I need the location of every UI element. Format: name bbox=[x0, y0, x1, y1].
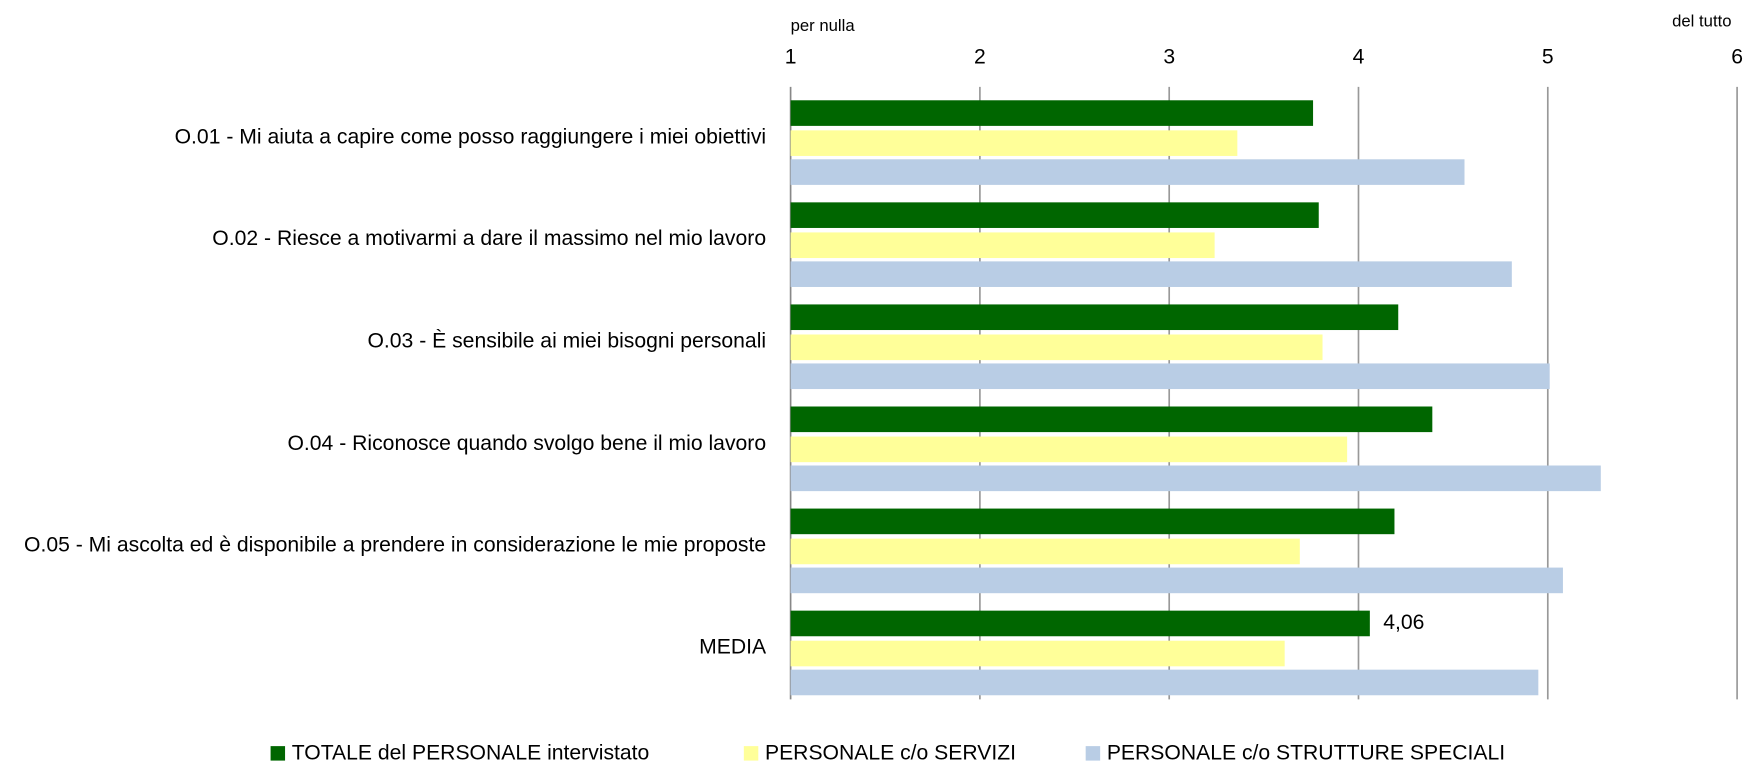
y-tick-label: O.05 - Mi ascolta ed è disponibile a pre… bbox=[23, 533, 767, 557]
bar bbox=[790, 304, 1399, 331]
bar bbox=[790, 465, 1601, 492]
y-tick-label: O.01 - Mi aiuta a capire come posso ragg… bbox=[174, 125, 767, 149]
x-tick-label: 6 bbox=[1731, 46, 1743, 69]
bar bbox=[790, 436, 1348, 463]
x-tick-label: 5 bbox=[1542, 46, 1554, 69]
legend-swatch bbox=[1085, 746, 1101, 761]
legend-label: PERSONALE c/o SERVIZI bbox=[765, 742, 1016, 764]
category-label-box: O.01 - Mi aiuta a capire come posso ragg… bbox=[9, 87, 767, 188]
bar bbox=[790, 610, 1370, 637]
legend-swatch bbox=[743, 746, 759, 761]
category-label-box: O.04 - Riconosce quando svolgo bene il m… bbox=[9, 393, 766, 494]
category-label-box: O.05 - Mi ascolta ed è disponibile a pre… bbox=[9, 495, 766, 596]
x-tick-label: 4 bbox=[1353, 46, 1365, 69]
bar bbox=[790, 202, 1319, 228]
bar bbox=[790, 567, 1563, 594]
category-label: MEDIA bbox=[9, 597, 766, 698]
bar bbox=[790, 159, 1465, 185]
bar bbox=[790, 538, 1300, 565]
bar bbox=[790, 334, 1323, 361]
bar bbox=[790, 100, 1314, 126]
category-label: O.03 - È sensibile ai miei bisogni perso… bbox=[9, 291, 766, 392]
category-label: O.05 - Mi ascolta ed è disponibile a pre… bbox=[9, 495, 766, 596]
y-tick-label: O.02 - Riesce a motivarmi a dare il mass… bbox=[212, 227, 767, 251]
bar bbox=[790, 130, 1238, 156]
category-label: O.01 - Mi aiuta a capire come posso ragg… bbox=[9, 87, 767, 188]
category-label: O.02 - Riesce a motivarmi a dare il mass… bbox=[9, 189, 766, 290]
y-tick-label: O.04 - Riconosce quando svolgo bene il m… bbox=[287, 431, 767, 455]
y-tick-label: MEDIA bbox=[699, 635, 767, 660]
legend-label: PERSONALE c/o STRUTTURE SPECIALI bbox=[1107, 742, 1505, 764]
bar bbox=[790, 508, 1395, 535]
bar bbox=[790, 669, 1539, 696]
x-tick-label: 2 bbox=[974, 46, 986, 69]
legend-swatch bbox=[270, 746, 286, 761]
bar bbox=[790, 406, 1433, 433]
x-tick-label: 1 bbox=[785, 46, 797, 69]
x-tick-label: 3 bbox=[1163, 46, 1175, 69]
y-tick-label: O.03 - È sensibile ai miei bisogni perso… bbox=[367, 329, 767, 353]
category-label: O.04 - Riconosce quando svolgo bene il m… bbox=[9, 393, 766, 494]
bar bbox=[790, 261, 1512, 287]
bar bbox=[790, 232, 1215, 259]
category-label-box: MEDIA bbox=[9, 597, 766, 698]
legend-label: TOTALE del PERSONALE intervistato bbox=[292, 742, 650, 764]
annotation: per nulla bbox=[791, 16, 856, 35]
category-label-box: O.02 - Riesce a motivarmi a dare il mass… bbox=[9, 189, 766, 290]
annotation: del tutto bbox=[1672, 12, 1731, 31]
bar bbox=[790, 640, 1285, 667]
bar bbox=[790, 363, 1550, 390]
data-label: 4,06 bbox=[1383, 611, 1424, 634]
category-label-box: O.03 - È sensibile ai miei bisogni perso… bbox=[9, 291, 766, 392]
